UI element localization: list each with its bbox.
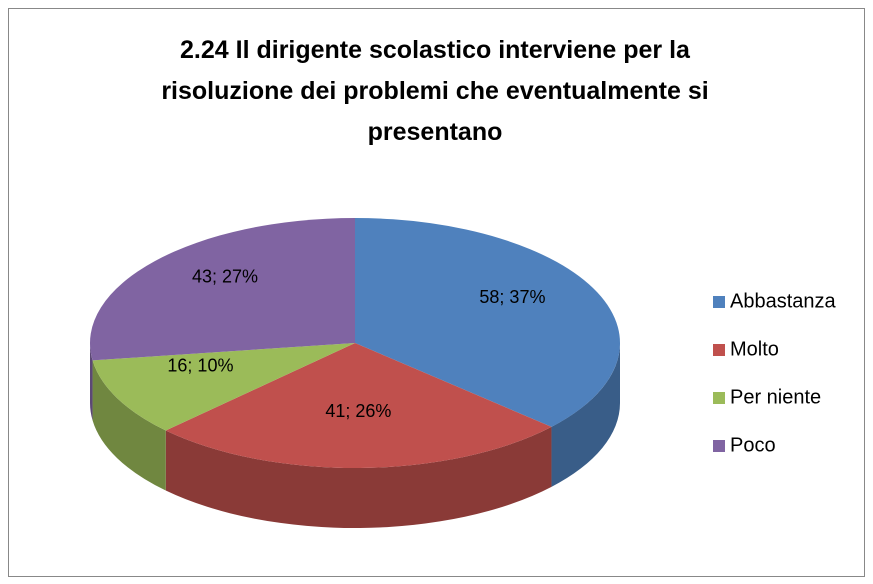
legend-label: Per niente (730, 386, 821, 408)
legend-swatch (713, 296, 725, 308)
pie-slice (355, 218, 621, 427)
pie-slice (89, 218, 355, 361)
chart-title: 2.24 Il dirigente scolastico interviene … (161, 36, 709, 146)
pie-side (165, 426, 552, 528)
data-label: 58; 37% (479, 287, 545, 307)
pie-side (92, 360, 166, 491)
legend-label: Poco (730, 434, 776, 456)
legend-swatch (713, 440, 725, 452)
data-label: 43; 27% (192, 266, 258, 286)
pie-slice (92, 343, 356, 431)
pie-slice (165, 343, 552, 468)
data-label: 41; 26% (325, 401, 391, 421)
legend-swatch (713, 344, 725, 356)
legend-label: Abbastanza (730, 290, 837, 312)
legend-swatch (713, 392, 725, 404)
data-label: 16; 10% (167, 356, 233, 376)
pie-side (551, 343, 620, 487)
legend-label: Molto (730, 338, 779, 360)
pie-side (90, 343, 93, 421)
